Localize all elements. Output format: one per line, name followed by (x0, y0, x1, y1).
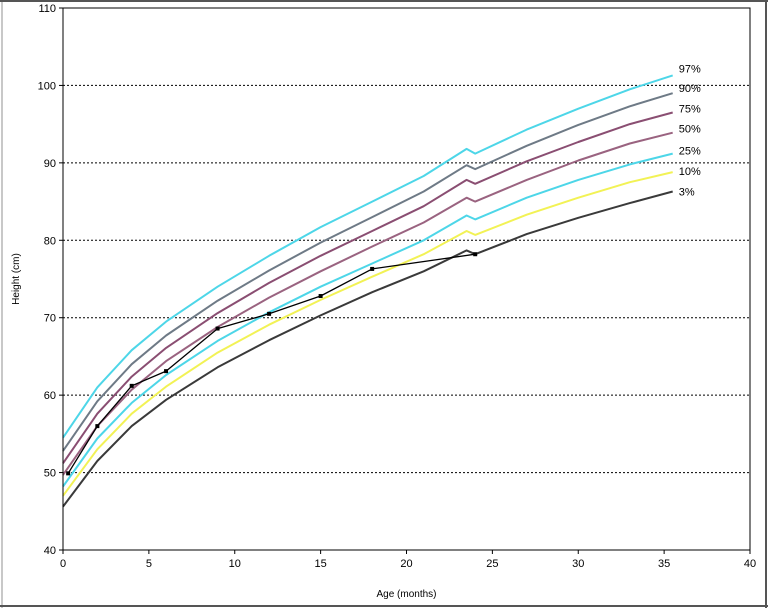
percentile-line-5 (62, 152, 673, 488)
patient-data-point (95, 424, 100, 429)
x-axis-title: Age (months) (376, 589, 436, 600)
series-labels: 97% 90% 75% 50% 25% 10% 3% (679, 63, 701, 198)
x-tick-label: 5 (146, 558, 152, 570)
patient-data-point (215, 326, 220, 331)
patient-data-point (129, 383, 134, 388)
percentile-line-4 (62, 131, 673, 476)
series-label: 90% (679, 83, 701, 95)
x-tick-label: 25 (486, 558, 498, 570)
y-tick-label: 70 (44, 313, 56, 325)
y-tick-label: 110 (38, 3, 56, 15)
y-tick-label: 90 (44, 158, 56, 170)
patient-data-point (66, 471, 71, 476)
x-tick-label: 35 (658, 558, 670, 570)
x-tick-label: 0 (60, 558, 66, 570)
y-tick-label: 100 (38, 80, 56, 92)
percentile-line-7 (62, 190, 673, 508)
series-label: 50% (679, 124, 701, 136)
percentile-line-2 (62, 92, 673, 452)
patient-data-point (370, 266, 375, 271)
patient-data-point (164, 369, 169, 374)
series-label: 75% (679, 104, 701, 116)
x-tick-label: 30 (572, 558, 584, 570)
y-tick-label: 50 (44, 468, 56, 480)
percentile-line-3 (62, 111, 673, 464)
y-axis-title: Height (cm) (11, 253, 22, 305)
y-tick-label: 40 (44, 545, 56, 557)
series-label: 25% (679, 146, 701, 158)
series-label: 10% (679, 166, 701, 178)
series-label: 3% (679, 187, 695, 199)
x-tick-label: 40 (744, 558, 756, 570)
x-tick-label: 20 (400, 558, 412, 570)
patient-data-point (267, 311, 272, 316)
y-tick-label: 60 (44, 390, 56, 402)
percentile-line-6 (62, 171, 673, 497)
x-tick-label: 10 (229, 558, 241, 570)
patient-data-point (473, 252, 478, 257)
series-label: 97% (679, 63, 701, 75)
x-tick-label: 15 (315, 558, 327, 570)
data-markers (66, 252, 478, 476)
tick-labels: 40 50 60 70 80 90 100 110 0 5 10 15 20 25 30 35 40 (38, 3, 756, 570)
y-tick-label: 80 (44, 235, 56, 247)
patient-data-point (318, 294, 323, 299)
percentile-line-1 (62, 74, 674, 439)
